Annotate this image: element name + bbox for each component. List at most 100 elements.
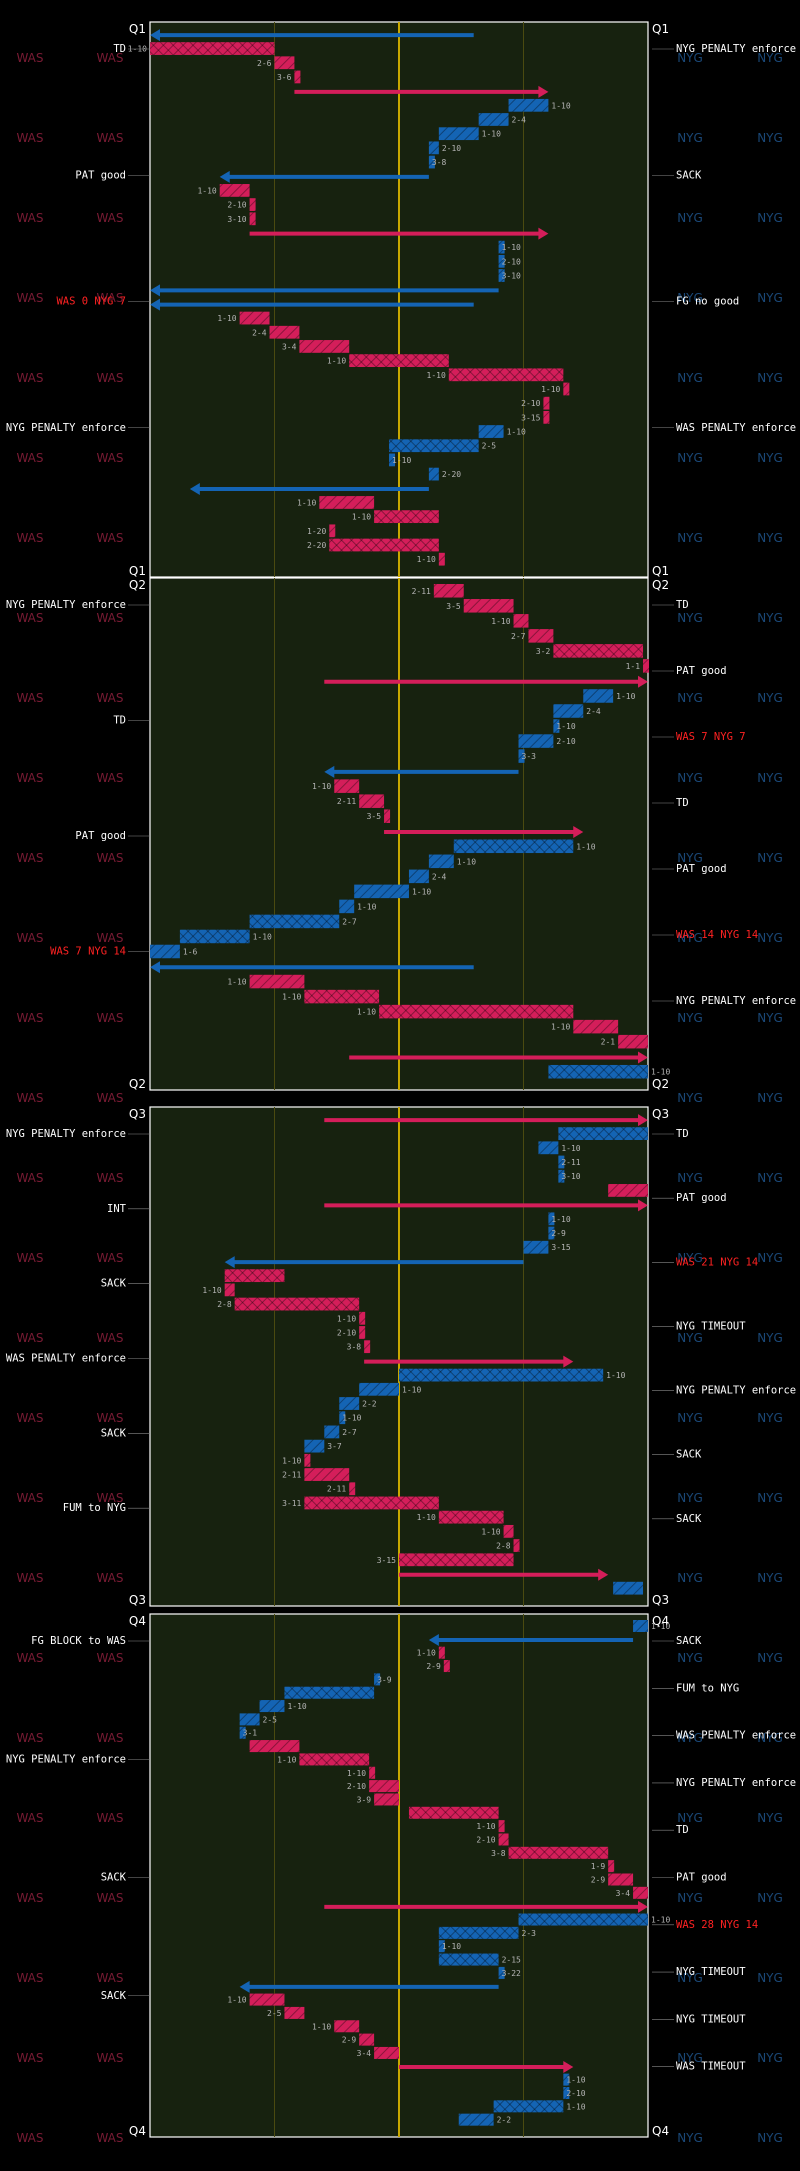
play-bar-was — [498, 1820, 505, 1833]
drive-arrowhead — [150, 284, 160, 297]
play-bar-nyg — [523, 1240, 549, 1254]
play-bar-was — [433, 584, 464, 598]
team-watermark-nyg: NYG — [677, 1571, 703, 1585]
play-bar-nyg — [563, 2073, 570, 2086]
down-distance-label: 2-10 — [347, 1782, 366, 1791]
down-distance-label: 1-6 — [183, 947, 198, 956]
event-label: SACK — [101, 1990, 127, 2002]
play-bar-was — [643, 659, 650, 673]
score-label: WAS 14 NYG 14 — [676, 929, 758, 941]
team-watermark-nyg: NYG — [757, 611, 783, 625]
event-label: TD — [113, 43, 126, 55]
play-bar-nyg — [438, 1940, 445, 1953]
event-label: TD — [676, 1128, 689, 1140]
play-bar-nyg — [518, 734, 554, 748]
team-watermark-nyg: NYG — [677, 1331, 703, 1345]
play-bar-nyg — [239, 1726, 246, 1739]
drive-arrowhead — [324, 765, 335, 778]
play-bar-was — [364, 1340, 371, 1354]
play-bar-was — [563, 382, 570, 396]
play-bar-was — [304, 1496, 439, 1510]
down-distance-label: 2-4 — [586, 707, 601, 716]
down-distance-label: 3-2 — [536, 647, 551, 656]
down-distance-label: 3-6 — [277, 73, 292, 82]
play-bar-nyg — [613, 1581, 644, 1595]
quarter-panel: Q1 Q1 Q1 Q1 — [129, 21, 669, 578]
drive-arrowhead — [638, 675, 648, 688]
team-watermark-nyg: NYG — [677, 1011, 703, 1025]
drive-arrowhead — [219, 170, 230, 183]
play-bar-nyg — [304, 1439, 325, 1453]
down-distance-label: 2-9 — [342, 2036, 357, 2045]
event-label: WAS TIMEOUT — [676, 2061, 746, 2073]
play-bar-was — [249, 1993, 285, 2006]
drive-arrowhead — [189, 482, 200, 495]
play-bar-nyg — [493, 2100, 564, 2113]
team-watermark-was: WAS — [96, 1651, 123, 1665]
team-watermark-nyg: NYG — [757, 1491, 783, 1505]
play-bar-was — [299, 1753, 370, 1766]
down-distance-label: 2-11 — [282, 1471, 301, 1480]
play-bar-nyg — [389, 453, 396, 467]
event-label: WAS PENALTY enforce — [6, 1353, 126, 1365]
team-watermark-nyg: NYG — [677, 851, 703, 865]
team-watermark-nyg: NYG — [677, 1411, 703, 1425]
team-watermark-was: WAS — [96, 1971, 123, 1985]
play-bar-was — [349, 354, 449, 368]
drive-arrowhead — [638, 1900, 648, 1913]
team-watermark-nyg: NYG — [677, 1971, 703, 1985]
down-distance-label: 2-9 — [426, 1662, 441, 1671]
team-watermark-was: WAS — [16, 1011, 43, 1025]
play-bar-was — [334, 2020, 360, 2033]
play-bar-nyg — [339, 899, 355, 914]
play-bar-was — [359, 1326, 366, 1339]
down-distance-label: 1-10 — [227, 1996, 246, 2005]
play-bar-was — [239, 311, 270, 325]
play-bar-was — [543, 410, 550, 424]
play-bar-was — [299, 340, 350, 353]
team-watermark-nyg: NYG — [757, 1011, 783, 1025]
quarter-end-label-right: Q2 — [652, 1077, 669, 1091]
down-distance-label: 3-1 — [243, 1729, 258, 1738]
play-bar-nyg — [553, 704, 584, 718]
event-label: NYG PENALTY enforce — [6, 599, 126, 611]
play-bar-was — [319, 496, 375, 509]
down-distance-label: 1-10 — [556, 722, 575, 731]
team-watermark-nyg: NYG — [757, 2051, 783, 2065]
team-watermark-nyg: NYG — [677, 691, 703, 705]
quarter-start-label-left: Q2 — [129, 578, 146, 592]
play-bar-nyg — [548, 1226, 555, 1240]
team-watermark-nyg: NYG — [757, 931, 783, 945]
down-distance-label: 2-8 — [217, 1300, 232, 1309]
team-watermark-nyg: NYG — [677, 1171, 703, 1185]
down-distance-label: 2-7 — [342, 1428, 357, 1437]
down-distance-label: 1-10 — [402, 1385, 421, 1394]
team-watermark-was: WAS — [96, 611, 123, 625]
down-distance-label: 2-11 — [412, 587, 431, 596]
team-watermark-nyg: NYG — [677, 291, 703, 305]
play-bar-was — [234, 1297, 360, 1311]
team-watermark-was: WAS — [16, 51, 43, 65]
play-bar-was — [408, 1806, 499, 1819]
play-bar-nyg — [438, 127, 479, 141]
quarter-end-label-right: Q1 — [652, 564, 669, 578]
quarter-start-label-right: Q2 — [652, 578, 669, 592]
event-label: FUM to NYG — [63, 1502, 126, 1514]
down-distance-label: 2-4 — [512, 115, 527, 124]
play-bar-nyg — [583, 689, 614, 703]
down-distance-label: 3-5 — [367, 812, 382, 821]
event-label: NYG PENALTY enforce — [676, 1777, 796, 1789]
play-bar-nyg — [548, 1212, 555, 1226]
down-distance-label: 1-10 — [576, 842, 595, 851]
play-bar-was — [150, 42, 275, 55]
play-bar-was — [224, 1283, 235, 1297]
play-bar-nyg — [339, 1411, 346, 1425]
down-distance-label: 1-10 — [606, 1371, 625, 1380]
down-distance-label: 3-8 — [491, 1849, 506, 1858]
play-bar-nyg — [399, 1368, 604, 1382]
down-distance-label: 1-10 — [337, 1314, 356, 1323]
quarter-start-label-left: Q1 — [129, 22, 146, 36]
score-label: WAS 0 NYG 7 — [56, 296, 126, 308]
play-bar-nyg — [428, 854, 454, 869]
team-watermark-was: WAS — [16, 1731, 43, 1745]
